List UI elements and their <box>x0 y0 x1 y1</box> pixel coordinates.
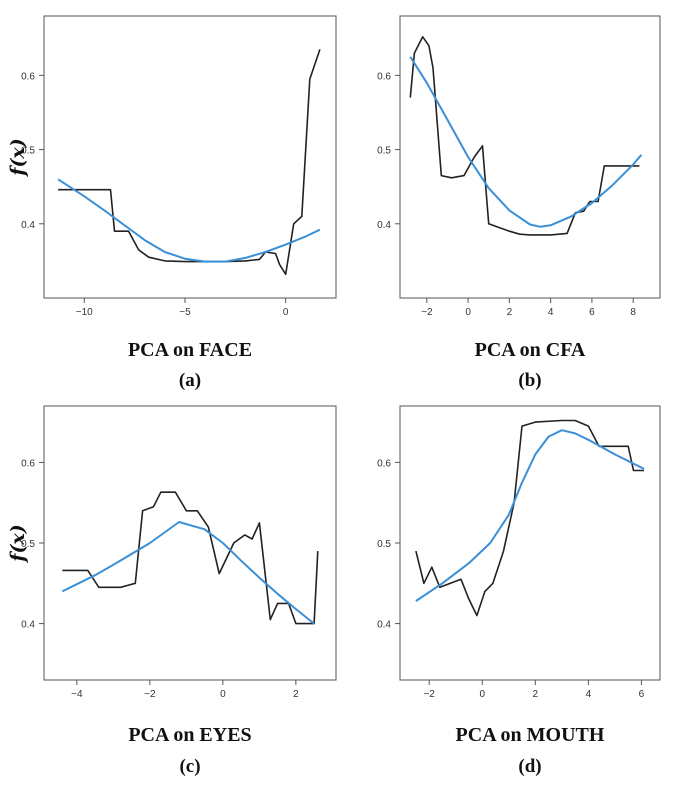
x-tick-label: −2 <box>144 689 156 700</box>
chart-panel-d: −2 0 2 4 6 0.4 0.5 0.6 PCA on MOUTH (d) <box>377 405 661 777</box>
raw-series-line <box>409 36 640 236</box>
raw-series-line <box>62 491 319 625</box>
x-tick-label: 8 <box>630 307 636 318</box>
y-axis-label: f(x) <box>7 524 29 563</box>
y-tick-label: 0.5 <box>21 539 35 550</box>
chart-panel-a: −10 −5 0 0.4 0.5 0.6 f(x) PCA on FACE (a) <box>7 15 337 391</box>
y-tick-label: 0.6 <box>377 71 391 82</box>
panel-label: (a) <box>179 370 201 391</box>
x-tick-label: 6 <box>639 689 645 700</box>
x-axis-label: PCA on MOUTH <box>456 724 605 746</box>
x-tick-label: 4 <box>586 689 592 700</box>
y-tick-label: 0.4 <box>21 620 35 631</box>
panel-label: (b) <box>518 370 541 391</box>
x-tick-label: 2 <box>293 689 299 700</box>
x-tick-label: 0 <box>220 689 226 700</box>
x-axis-label: PCA on FACE <box>128 339 252 361</box>
y-tick-label: 0.5 <box>21 146 35 157</box>
y-tick-label: 0.5 <box>377 146 391 157</box>
x-tick-label: −2 <box>423 689 435 700</box>
x-tick-label: 0 <box>465 307 471 318</box>
x-tick-label: −10 <box>76 307 93 318</box>
x-axis-label: PCA on EYES <box>128 724 251 746</box>
y-tick-label: 0.6 <box>377 458 391 469</box>
raw-series-line <box>58 49 321 276</box>
x-axis-label: PCA on CFA <box>475 339 586 361</box>
chart-panel-b: −2 0 2 4 6 8 0.4 0.5 0.6 PCA on CFA (b) <box>377 15 661 391</box>
plot-frame <box>43 405 337 681</box>
x-tick-label: 0 <box>283 307 289 318</box>
plot-frame <box>43 15 337 299</box>
y-tick-label: 0.6 <box>21 458 35 469</box>
x-tick-label: −5 <box>179 307 191 318</box>
plot-frame <box>399 405 661 681</box>
y-tick-label: 0.6 <box>21 71 35 82</box>
x-tick-label: 2 <box>507 307 513 318</box>
fit-curve-line <box>61 521 315 625</box>
y-tick-label: 0.4 <box>377 620 391 631</box>
x-tick-label: 6 <box>589 307 595 318</box>
y-tick-label: 0.4 <box>21 220 35 231</box>
x-tick-label: 0 <box>479 689 485 700</box>
y-axis-label: f(x) <box>7 138 29 177</box>
chart-panel-c: −4 −2 0 2 0.4 0.5 0.6 f(x) PCA on EYES (c) <box>7 405 337 777</box>
x-tick-label: 2 <box>533 689 539 700</box>
raw-series-line <box>415 419 645 617</box>
fit-curve-line <box>409 56 643 228</box>
y-tick-label: 0.5 <box>377 539 391 550</box>
panel-label: (d) <box>518 756 541 777</box>
panel-label: (c) <box>179 756 200 777</box>
fit-curve-line <box>415 429 645 602</box>
y-tick-label: 0.4 <box>377 220 391 231</box>
x-tick-label: 4 <box>548 307 554 318</box>
x-tick-label: −2 <box>421 307 433 318</box>
plot-frame <box>399 15 661 299</box>
x-tick-label: −4 <box>71 689 83 700</box>
fit-curve-line <box>57 178 321 263</box>
